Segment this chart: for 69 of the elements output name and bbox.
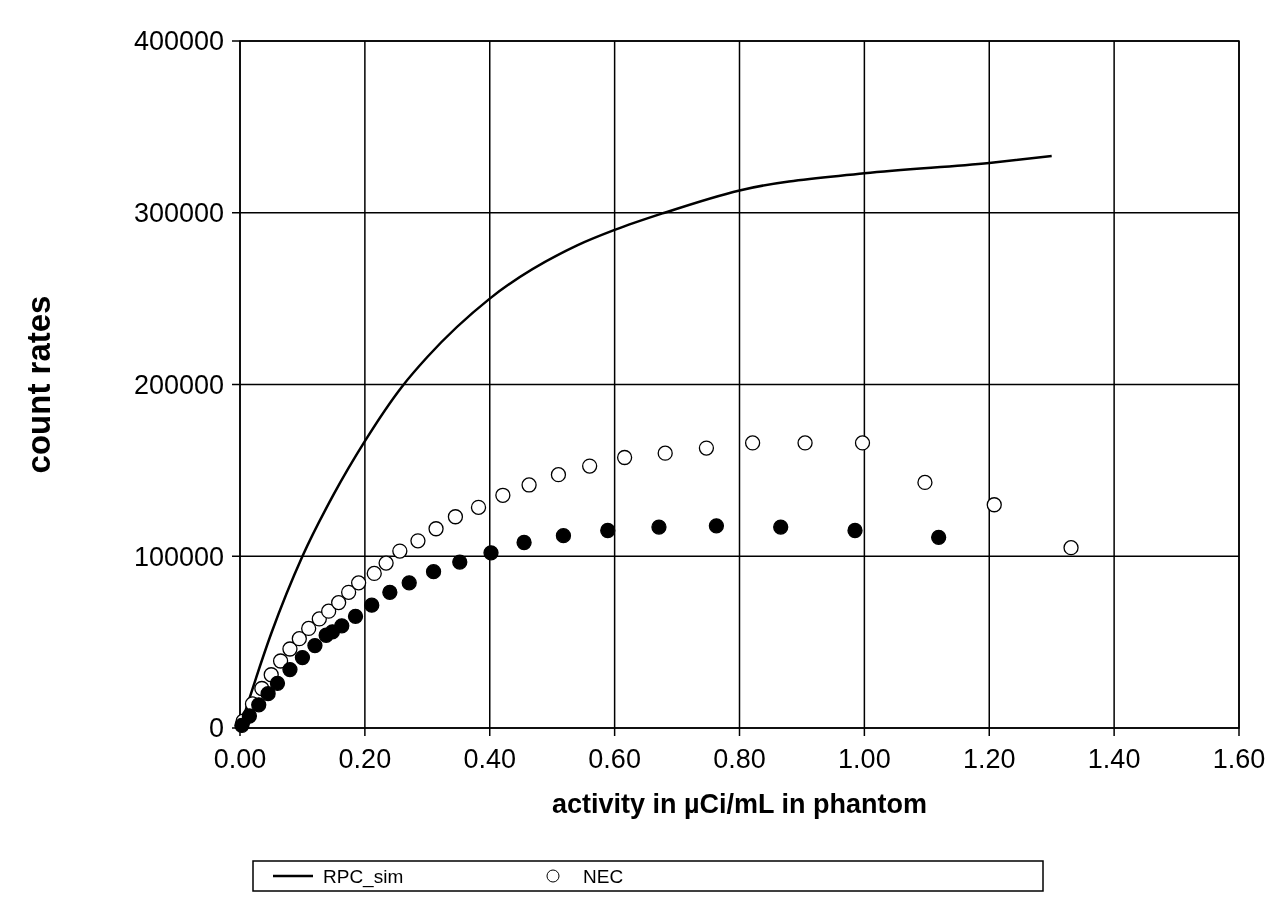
point [847, 522, 863, 539]
point [698, 440, 715, 456]
point [516, 534, 532, 551]
point [321, 603, 337, 619]
point [378, 555, 394, 571]
point [334, 618, 350, 634]
point [364, 597, 380, 613]
point [347, 608, 364, 625]
point [797, 435, 813, 451]
point [651, 519, 667, 535]
point [657, 445, 673, 461]
point [917, 474, 933, 491]
point [986, 497, 1002, 513]
legend-label: NEC [583, 865, 624, 887]
point [291, 631, 307, 647]
x-axis-title: activity in µCi/mL in phantom [551, 789, 928, 819]
point [366, 565, 382, 582]
point [340, 584, 357, 600]
x-tick-label: 0.80 [713, 744, 766, 774]
y-tick-label: 100000 [133, 541, 224, 572]
x-tick-label: 0.20 [338, 744, 392, 774]
point [495, 487, 511, 503]
point [1063, 540, 1079, 556]
legend-label: RPC_sim [323, 865, 404, 888]
point [350, 575, 367, 591]
point [452, 554, 468, 570]
x-tick-label: 1.60 [1212, 744, 1266, 774]
y-tick-label: 0 [208, 713, 224, 744]
x-tick-label: 1.20 [962, 744, 1016, 774]
point [307, 637, 323, 654]
point [410, 533, 426, 549]
point [447, 509, 464, 525]
point [251, 697, 267, 713]
point [241, 708, 258, 724]
point [382, 584, 398, 600]
point [550, 467, 567, 483]
point [294, 649, 311, 666]
point [521, 477, 537, 493]
point [708, 518, 725, 534]
point [616, 449, 633, 466]
point [282, 661, 298, 678]
point [260, 686, 276, 702]
point [483, 545, 499, 561]
y-tick-label: 400000 [133, 26, 224, 57]
point [470, 499, 487, 515]
point [744, 435, 761, 451]
point [392, 543, 408, 559]
point [401, 575, 417, 591]
x-tick-label: 0.60 [588, 744, 641, 774]
x-tick-label: 1.40 [1087, 744, 1141, 774]
x-tick-label: 1.00 [838, 744, 891, 774]
x-tick-label: 0.00 [213, 744, 267, 774]
x-tick-label: 0.40 [463, 744, 517, 774]
point [931, 529, 947, 546]
y-tick-label: 200000 [133, 369, 224, 400]
point [428, 521, 444, 537]
point [600, 522, 616, 539]
point [854, 435, 871, 451]
point [282, 641, 298, 657]
point [331, 594, 347, 611]
point [301, 620, 317, 637]
point [272, 653, 289, 669]
point [555, 527, 572, 544]
point [582, 458, 598, 474]
point [773, 519, 789, 535]
point [269, 675, 286, 691]
point [425, 564, 442, 580]
y-axis-title: count rates [20, 295, 57, 474]
y-tick-label: 300000 [133, 198, 224, 229]
